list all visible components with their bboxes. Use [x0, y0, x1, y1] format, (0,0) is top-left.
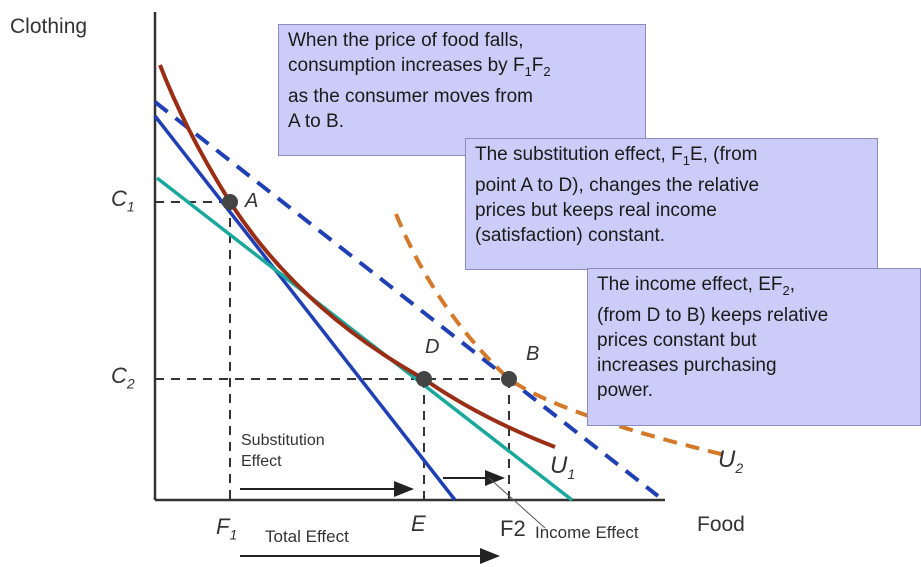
budget-line-new: [153, 100, 660, 498]
point-d: [416, 371, 432, 387]
point-b: [501, 371, 517, 387]
point-d-label: D: [425, 336, 440, 358]
y-axis-label: Clothing: [10, 15, 88, 38]
callout-income-effect: The income effect, EF2, (from D to B) ke…: [587, 268, 921, 426]
income-effect-label: Income Effect: [535, 523, 639, 542]
point-b-label: B: [526, 343, 540, 365]
income-effect-leader: [488, 477, 546, 529]
curve-u1-label: U1: [550, 452, 576, 482]
tick-c2: C2: [111, 363, 135, 392]
budget-line-original: [153, 114, 457, 502]
total-effect-label: Total Effect: [265, 527, 349, 546]
point-a-label: A: [245, 190, 259, 212]
tick-f2: F2: [500, 516, 526, 541]
tick-f1: F1: [216, 514, 238, 543]
callout-substitution-effect: The substitution effect, F1E, (from poin…: [465, 138, 878, 270]
x-axis-label: Food: [697, 513, 745, 536]
point-a: [222, 194, 238, 210]
substitution-effect-label: Substitution Effect: [241, 432, 325, 470]
indifference-curve-u1: [158, 64, 556, 449]
curve-u2-label: U2: [718, 446, 744, 476]
tick-e: E: [411, 511, 426, 536]
callout-price-fall: When the price of food falls, consumptio…: [278, 24, 646, 156]
tick-c1: C1: [111, 186, 135, 215]
